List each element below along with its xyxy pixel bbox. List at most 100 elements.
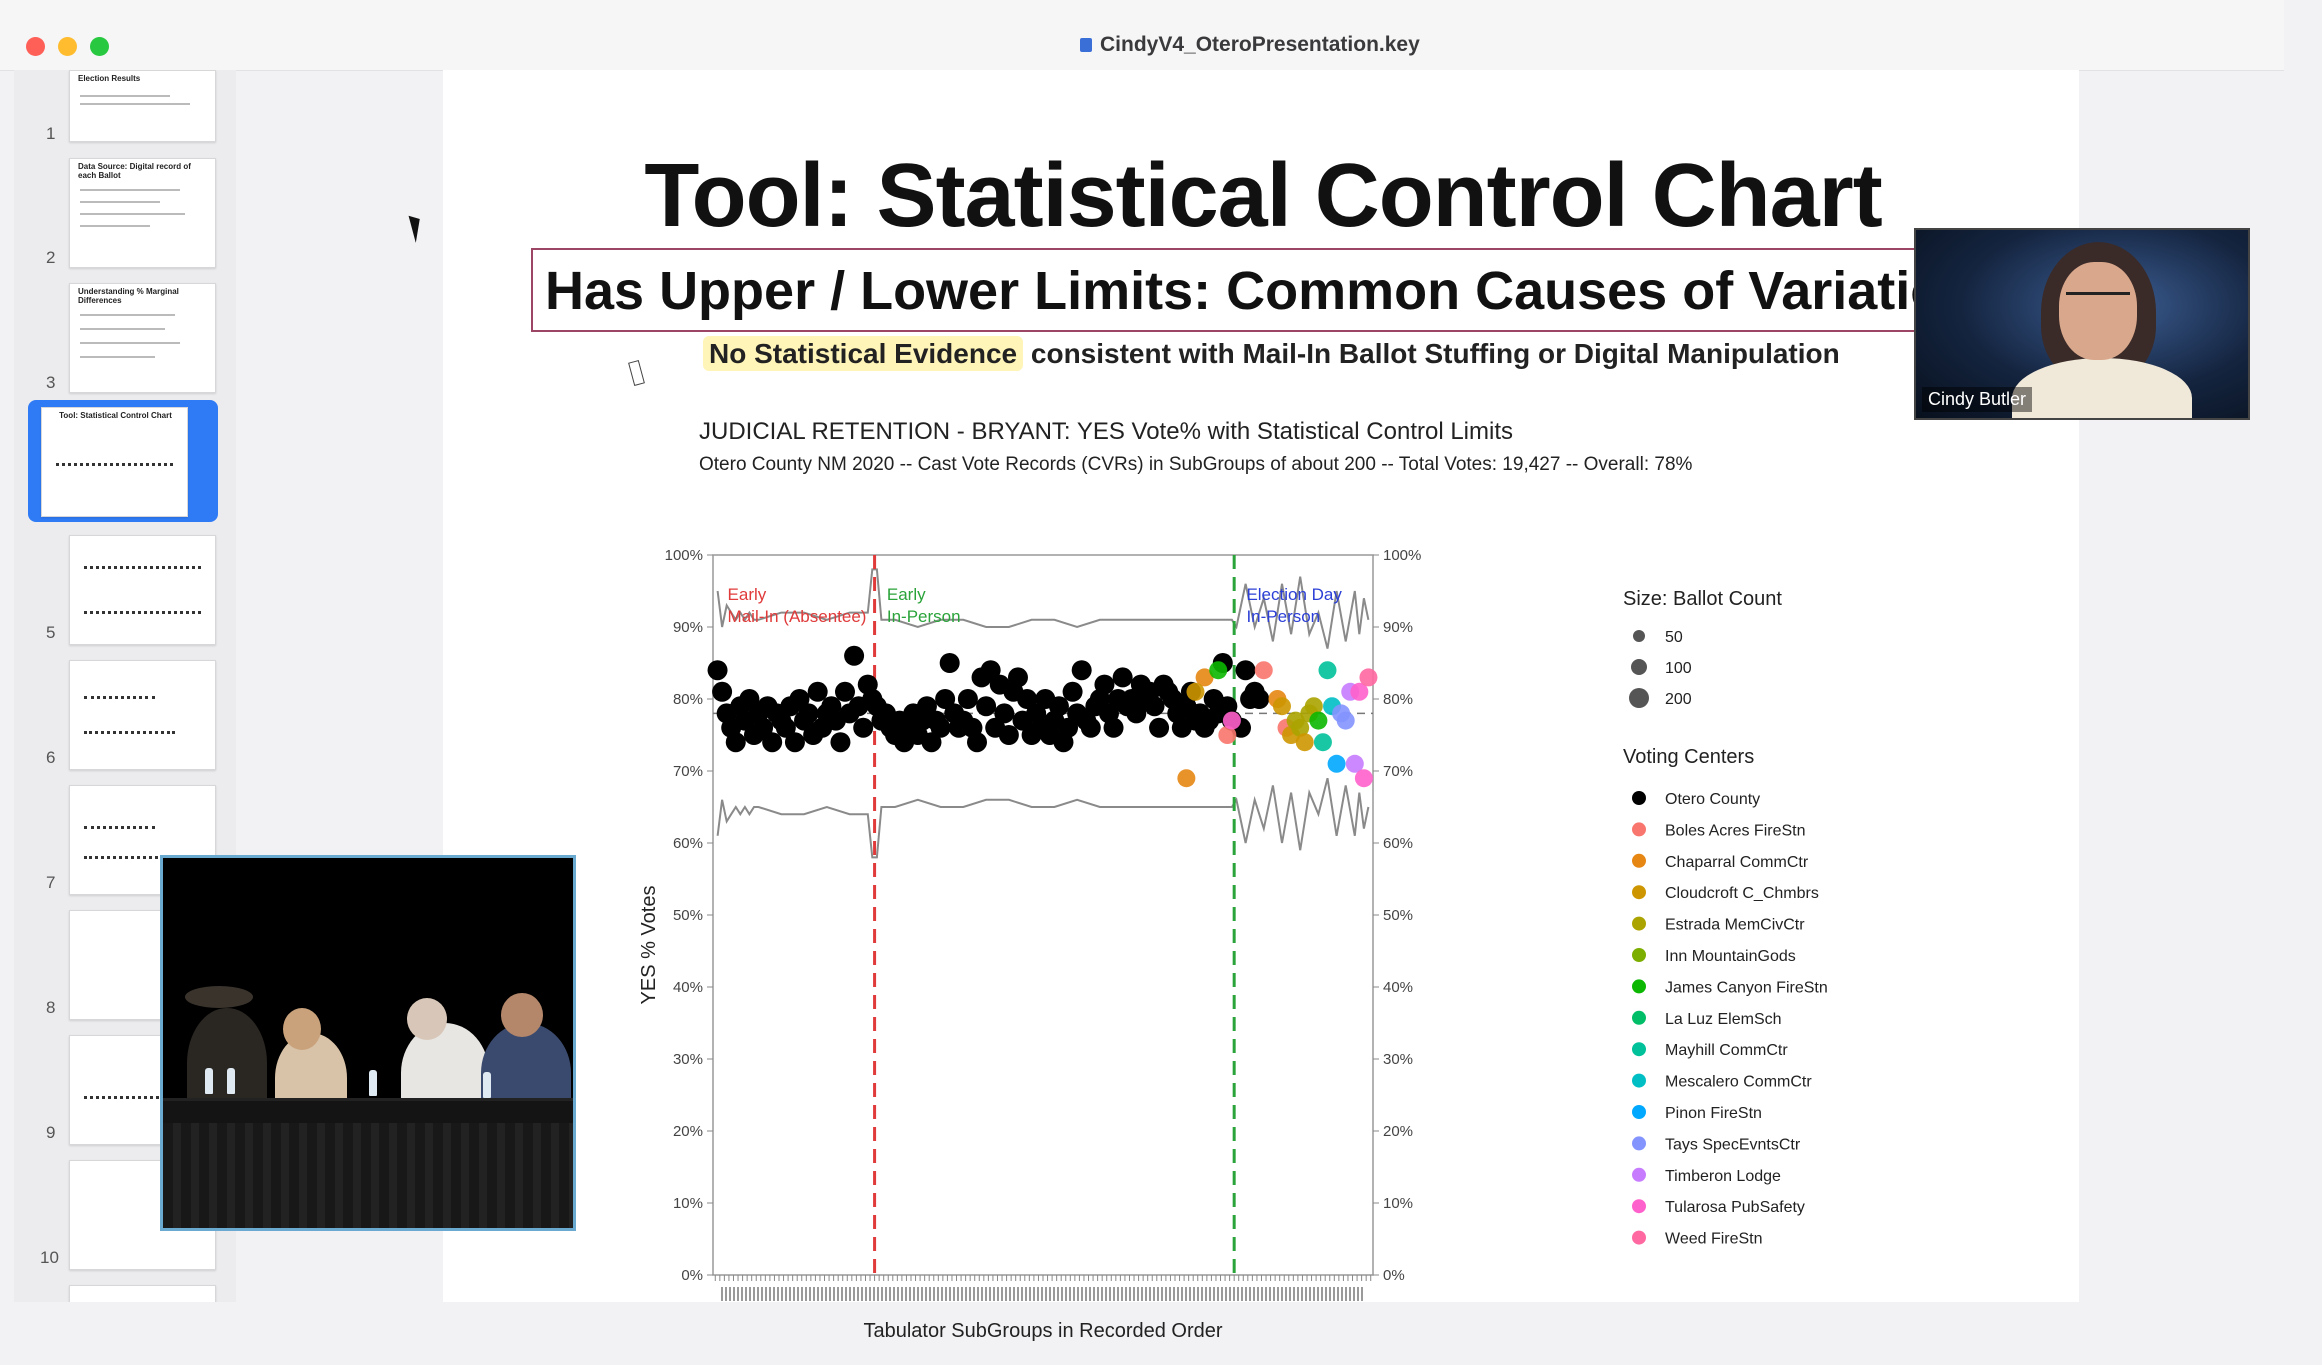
y-tick-label-right: 90% xyxy=(1383,619,1413,636)
water-bottle xyxy=(369,1070,377,1096)
y-tick-label-right: 0% xyxy=(1383,1267,1405,1284)
data-point-otero-county xyxy=(994,703,1015,724)
data-point-voting-center xyxy=(1336,711,1355,730)
data-point-voting-center xyxy=(1186,682,1205,701)
stage-video-overlay[interactable] xyxy=(160,855,576,1231)
upper-control-limit xyxy=(716,568,1370,649)
participant-video-tile[interactable]: Cindy Butler xyxy=(1914,228,2250,420)
lower-control-limit xyxy=(716,777,1370,859)
data-point-otero-county xyxy=(1080,717,1101,738)
panelist-4-head xyxy=(501,993,543,1037)
slide-thumbnail-1[interactable]: Election Results xyxy=(69,70,216,142)
data-point-otero-county xyxy=(1062,681,1083,702)
legend-size-label: 200 xyxy=(1665,691,1692,708)
data-point-otero-county xyxy=(1149,717,1170,738)
data-point-otero-county xyxy=(1007,667,1028,688)
data-point-otero-county xyxy=(753,717,774,738)
slide-thumbnail-4[interactable]: Tool: Statistical Control Chart xyxy=(41,407,188,517)
close-window-button[interactable] xyxy=(26,37,45,56)
slide-number: 4 xyxy=(46,492,56,511)
data-point-otero-county xyxy=(775,717,796,738)
slide-thumbnail-11[interactable] xyxy=(69,1285,216,1302)
legend-center-label: Tays SpecEvntsCtr xyxy=(1665,1136,1801,1153)
slide-thumbnail-title: Election Results xyxy=(78,74,141,83)
legend-center-label: Pinon FireStn xyxy=(1665,1105,1762,1122)
legend-size-swatch xyxy=(1633,630,1645,642)
thumb-chart-dots xyxy=(84,611,201,620)
legend-center-swatch xyxy=(1632,822,1646,837)
slide-navigator[interactable]: Election Results 1 Data Source: Digital … xyxy=(14,70,236,1302)
data-point-otero-county xyxy=(762,732,783,753)
data-point-otero-county xyxy=(853,717,874,738)
legend-center-swatch xyxy=(1632,948,1646,962)
document-icon xyxy=(1080,38,1092,52)
thumb-line xyxy=(80,213,185,215)
legend-center-swatch xyxy=(1632,1136,1646,1151)
y-tick-label-left: 80% xyxy=(673,691,703,708)
phase-label-line2: In-Person xyxy=(887,607,961,626)
legend-center-label: Boles Acres FireStn xyxy=(1665,822,1806,839)
control-chart: 0% 0% 10% 10% 20% 20% 30% 30% 40% 40% 50% 50% 60% 60%… xyxy=(638,547,1828,1342)
chart-subtitle: Otero County NM 2020 -- Cast Vote Record… xyxy=(699,454,1693,475)
data-point-otero-county xyxy=(807,681,828,702)
legend-center-label: Inn MountainGods xyxy=(1665,948,1796,965)
legend-center-swatch xyxy=(1632,885,1646,900)
legend-center-swatch xyxy=(1632,853,1646,868)
data-point-voting-center xyxy=(1254,661,1273,680)
data-point-otero-county xyxy=(830,732,851,753)
slide-number: 9 xyxy=(46,1123,56,1142)
subtitle-rest: consistent with Mail-In Ballot Stuffing … xyxy=(1023,338,1840,369)
y-tick-label-left: 40% xyxy=(673,979,703,996)
slide-canvas[interactable]: Tool: Statistical Control Chart Has Uppe… xyxy=(443,70,2079,1342)
slide-number: 7 xyxy=(46,873,56,892)
data-point-voting-center xyxy=(1272,697,1291,716)
slide-title: Tool: Statistical Control Chart xyxy=(644,146,1882,246)
data-point-otero-county xyxy=(939,653,960,673)
boxed-heading-text: Has Upper / Lower Limits: Common Causes … xyxy=(545,261,1977,321)
zoom-window-button[interactable] xyxy=(90,37,109,56)
legend-center-label: Cloudcroft C_Chmbrs xyxy=(1665,885,1819,902)
slide-thumbnail-2[interactable]: Data Source: Digital record of each Ball… xyxy=(69,158,216,268)
data-point-voting-center xyxy=(1350,682,1369,701)
window-titlebar: CindyV4_OteroPresentation.key xyxy=(0,0,2284,71)
y-axis-label: YES % Votes xyxy=(638,886,660,1005)
data-point-voting-center xyxy=(1209,661,1228,680)
slide-thumbnail-3[interactable]: Understanding % Marginal Differences xyxy=(69,283,216,393)
y-tick-label-left: 90% xyxy=(673,619,703,636)
data-point-otero-county xyxy=(1071,660,1092,681)
slide-number: 2 xyxy=(46,248,56,267)
thumb-chart-dots xyxy=(84,731,175,740)
x-tick-labels-block xyxy=(721,1287,1365,1301)
selected-slide-highlight[interactable]: Tool: Statistical Control Chart 4 xyxy=(28,400,218,522)
legend-center-swatch xyxy=(1632,791,1646,805)
panelist-2-head xyxy=(283,1008,321,1050)
legend-center-label: Mayhill CommCtr xyxy=(1665,1042,1788,1059)
mouse-cursor-icon xyxy=(408,213,426,243)
legend-center-swatch xyxy=(1632,1042,1646,1057)
minimize-window-button[interactable] xyxy=(58,37,77,56)
slide-number: 6 xyxy=(46,748,56,767)
slide-subtitle: No Statistical Evidence consistent with … xyxy=(703,336,1840,371)
y-tick-label-right: 40% xyxy=(1383,979,1413,996)
panel-tablecloth xyxy=(163,1123,573,1228)
boxed-heading: Has Upper / Lower Limits: Common Causes … xyxy=(531,248,2001,332)
y-tick-label-left: 10% xyxy=(673,1195,703,1212)
slide-thumbnail-title: Tool: Statistical Control Chart xyxy=(59,411,172,420)
slide-thumbnail-5[interactable] xyxy=(69,535,216,645)
data-point-otero-county xyxy=(930,717,951,738)
data-point-otero-county xyxy=(921,732,942,753)
data-point-voting-center xyxy=(1345,754,1364,773)
plot-area xyxy=(712,554,1374,1276)
data-point-otero-county xyxy=(707,660,728,681)
participant-glasses xyxy=(2066,292,2130,307)
data-point-otero-county xyxy=(1017,689,1038,709)
slide-thumbnail-title: Data Source: Digital record of each Ball… xyxy=(78,162,191,180)
data-point-voting-center xyxy=(1313,733,1332,752)
data-point-otero-county xyxy=(935,689,956,709)
data-point-voting-center xyxy=(1354,769,1373,788)
slide-thumbnail-6[interactable] xyxy=(69,660,216,770)
y-tick-label-right: 50% xyxy=(1383,907,1413,924)
data-point-otero-county xyxy=(1103,717,1124,738)
thumb-line xyxy=(80,95,170,97)
slide-number: 1 xyxy=(46,124,56,143)
